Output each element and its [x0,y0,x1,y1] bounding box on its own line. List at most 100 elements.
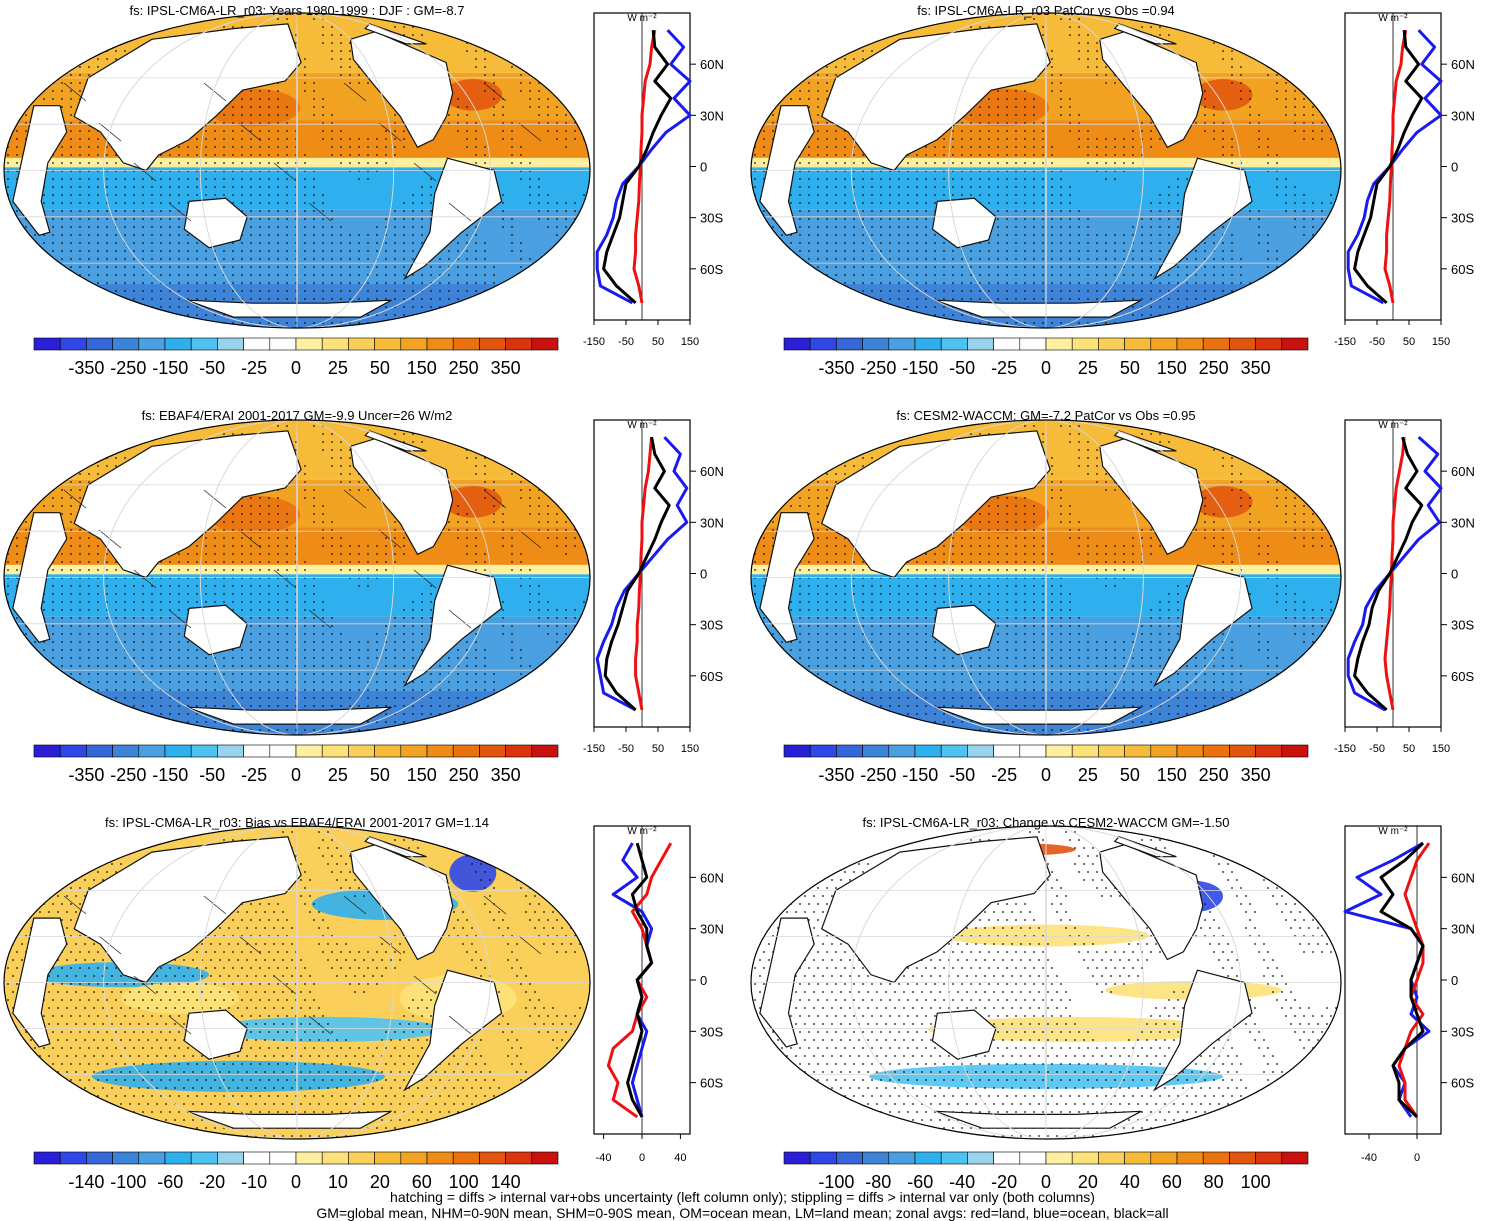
colorbar-swatch [426,1151,454,1165]
colorbar-label: 20 [1078,1172,1098,1192]
zonal-xtick-label: -40 [1361,1152,1377,1164]
colorbar-swatch [836,744,863,758]
hatching [63,82,542,222]
colorbar-swatch [348,337,375,351]
colorbar-swatch [1202,1151,1230,1165]
zonal-ytick-label: 30S [700,1024,723,1039]
zonal-frame [1344,825,1442,1135]
colorbar-label: 100 [449,1172,479,1192]
colorbar-label: 0 [291,358,301,378]
colorbar-swatch [295,337,323,351]
continent-greenland [364,23,427,45]
colorbar-swatch [1045,1151,1073,1165]
field-band [4,167,590,210]
map-title-5: fs: IPSL-CM6A-LR_r03: Bias vs EBAF4/ERAI… [105,815,489,830]
zonal-ytick-label: 0 [1451,160,1458,175]
zonal-ytick-label: 30N [1451,922,1475,937]
zonal-plot-5: 60N 30N 0 30S 60S -40 0 40 W m⁻² [593,825,724,1164]
field-band [751,574,1341,617]
continent-namerica [1099,437,1204,556]
colorbar-swatch [1019,1151,1047,1165]
colorbar-swatch [33,744,61,758]
colorbar-swatch [321,744,349,758]
colorbar-swatch [1176,744,1204,758]
zonal-line-all [1379,842,1425,1118]
colorbar-swatch [531,337,559,351]
colorbar-swatch [1255,337,1283,351]
continent-antarctica [186,1110,392,1129]
continent-antarctica [934,1110,1142,1129]
colorbar-swatch [1229,1151,1256,1165]
colorbar-label: 25 [1078,765,1098,785]
colorbar-swatch [112,1151,140,1165]
continent-asia [820,430,1051,579]
field-anomaly [449,854,497,892]
continent-asia [73,23,302,172]
continent-antarctica [934,299,1142,318]
colorbar-3: -350 -250 -150 -50 -25 0 25 50 150 250 350 [33,744,559,785]
map-panel-1: fs: IPSL-CM6A-LR_r03: Years 1980-1999 : … [3,3,591,329]
zonal-line-all [603,436,671,712]
colorbar-swatch [1019,744,1047,758]
map-panel-6: fs: IPSL-CM6A-LR_r03: Change vs CESM2-WA… [750,815,1342,1140]
colorbar-label: 20 [370,1172,390,1192]
colorbar-swatch [967,744,994,758]
colorbar-label: 350 [1241,765,1271,785]
colorbar-label: -40 [949,1172,975,1192]
continent-asia [73,430,302,579]
colorbar-swatch [993,1151,1021,1165]
colorbar-swatch [783,337,811,351]
map-title-2: fs: IPSL-CM6A-LR_r03 PatCor vs Obs =0.94 [917,3,1175,18]
colorbar-swatch [138,337,166,351]
zonal-ytick-label: 0 [1451,973,1458,988]
zonal-xtick-label: 150 [681,743,699,755]
colorbar-swatch [1176,1151,1204,1165]
zonal-xtick-label: -150 [583,743,605,755]
field-anomaly [869,1063,1223,1089]
colorbar-swatch [452,744,480,758]
field-band [4,574,590,617]
zonal-plot-1: 60N 30N 0 30S 60S -150 -50 50 150 W m⁻² [583,12,724,348]
colorbar-swatch [940,744,968,758]
colorbar-swatch [531,744,559,758]
colorbar-swatch [1229,337,1256,351]
colorbar-swatch [967,1151,994,1165]
field-band [4,157,590,168]
zonal-ytick-label: 60S [700,669,723,684]
colorbar-label: 150 [407,765,437,785]
map-border [750,825,1342,1140]
zonal-line-all [1353,29,1424,305]
footnote-line-1: hatching = diffs > internal var+obs unce… [390,1189,1095,1205]
field-anomaly [928,1016,1223,1042]
continent-australia [931,197,997,249]
colorbar-label: -250 [110,765,146,785]
colorbar-label: -250 [110,358,146,378]
colorbar-swatch [1124,1151,1152,1165]
colorbar-swatch [348,1151,375,1165]
colorbar-swatch [33,337,61,351]
colorbar-label: -50 [199,358,225,378]
map-panel-4: fs: CESM2-WACCM: GM=-7.2 PatCor vs Obs =… [750,408,1342,736]
zonal-xtick-label: -40 [596,1152,612,1164]
colorbar-swatch [1281,337,1309,351]
zonal-ytick-label: 30N [700,515,724,530]
zonal-xtick-label: -50 [618,743,634,755]
colorbar-swatch [888,744,916,758]
colorbar-swatch [243,744,271,758]
colorbar-label: -50 [949,765,975,785]
zonal-xtick-label: -50 [618,336,634,348]
colorbar-label: -60 [907,1172,933,1192]
zonal-xtick-label: 40 [674,1152,686,1164]
field-max-atlantic [443,486,503,518]
colorbar-swatch [59,744,87,758]
colorbar-label: -60 [157,1172,183,1192]
colorbar-label: 0 [291,765,301,785]
colorbar-swatch [321,337,349,351]
field-anomaly [121,982,239,1014]
colorbar-swatch [836,337,863,351]
colorbar-swatch [783,744,811,758]
zonal-xtick-label: 150 [1432,336,1450,348]
colorbar-swatch [479,1151,506,1165]
colorbar-swatch [1098,337,1125,351]
colorbar-label: -50 [199,765,225,785]
